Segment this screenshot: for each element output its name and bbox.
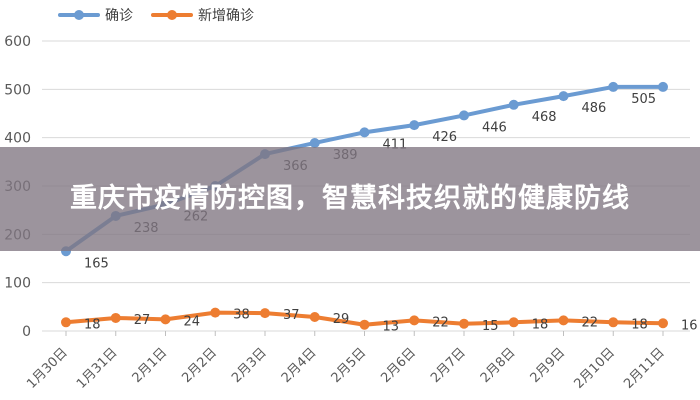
data-point — [558, 91, 569, 102]
data-point — [459, 110, 469, 121]
data-point — [210, 307, 221, 318]
data-point — [508, 317, 519, 328]
data-point — [309, 311, 320, 322]
x-tick-label: 2月10日 — [572, 345, 619, 392]
legend-label: 新增确诊 — [198, 8, 254, 24]
data-label: 18 — [84, 317, 101, 332]
x-tick-label: 2月6日 — [378, 345, 419, 386]
banner-title: 重庆市疫情防控图，智慧科技织就的健康防线 — [70, 183, 630, 214]
data-point — [309, 137, 320, 148]
x-tick-label: 2月2日 — [179, 345, 220, 386]
data-point — [359, 127, 370, 138]
data-label: 37 — [283, 308, 300, 323]
x-tick-label: 2月1日 — [130, 345, 171, 386]
title-banner: 重庆市疫情防控图，智慧科技织就的健康防线 — [0, 147, 700, 251]
data-point — [359, 319, 370, 330]
data-label: 38 — [233, 308, 250, 323]
data-label: 22 — [582, 315, 599, 330]
legend-marker — [167, 10, 177, 20]
x-tick-label: 2月8日 — [478, 345, 519, 386]
y-tick-label: 0 — [22, 324, 31, 340]
data-label: 505 — [631, 92, 656, 107]
data-point — [658, 81, 668, 92]
y-tick-label: 500 — [4, 82, 31, 98]
x-tick-label: 2月5日 — [329, 345, 370, 386]
data-label: 18 — [631, 317, 648, 332]
data-label: 22 — [432, 315, 449, 330]
data-point — [160, 314, 171, 325]
data-point — [260, 308, 270, 319]
data-label: 446 — [482, 120, 507, 135]
y-tick-label: 400 — [4, 131, 31, 147]
y-tick-label: 600 — [4, 34, 31, 50]
data-label: 13 — [383, 320, 400, 335]
x-tick-label: 2月9日 — [528, 345, 569, 386]
data-point — [459, 318, 469, 329]
data-label: 24 — [184, 314, 201, 329]
data-label: 165 — [84, 256, 109, 271]
legend-label: 确诊 — [105, 8, 133, 24]
x-tick-label: 1月30日 — [24, 345, 71, 392]
data-label: 29 — [333, 312, 350, 327]
data-label: 468 — [532, 110, 557, 125]
data-point — [608, 81, 619, 92]
data-point — [409, 315, 420, 326]
data-point — [658, 318, 668, 329]
data-label: 27 — [134, 313, 151, 328]
x-tick-label: 1月31日 — [74, 345, 121, 392]
data-label: 426 — [432, 130, 457, 145]
data-point — [508, 99, 519, 110]
x-tick-label: 2月4日 — [279, 345, 320, 386]
x-tick-label: 2月11日 — [621, 345, 668, 392]
y-tick-label: 100 — [4, 276, 31, 292]
data-point — [110, 312, 121, 323]
data-point — [608, 317, 619, 328]
data-label: 16 — [681, 318, 698, 333]
legend-marker — [74, 10, 84, 20]
x-tick-label: 2月3日 — [229, 345, 270, 386]
data-label: 15 — [482, 319, 499, 334]
data-label: 18 — [532, 317, 549, 332]
data-label: 486 — [582, 101, 607, 116]
x-tick-label: 2月7日 — [428, 345, 469, 386]
data-point — [558, 315, 569, 326]
data-point — [409, 120, 420, 131]
data-point — [61, 317, 71, 328]
